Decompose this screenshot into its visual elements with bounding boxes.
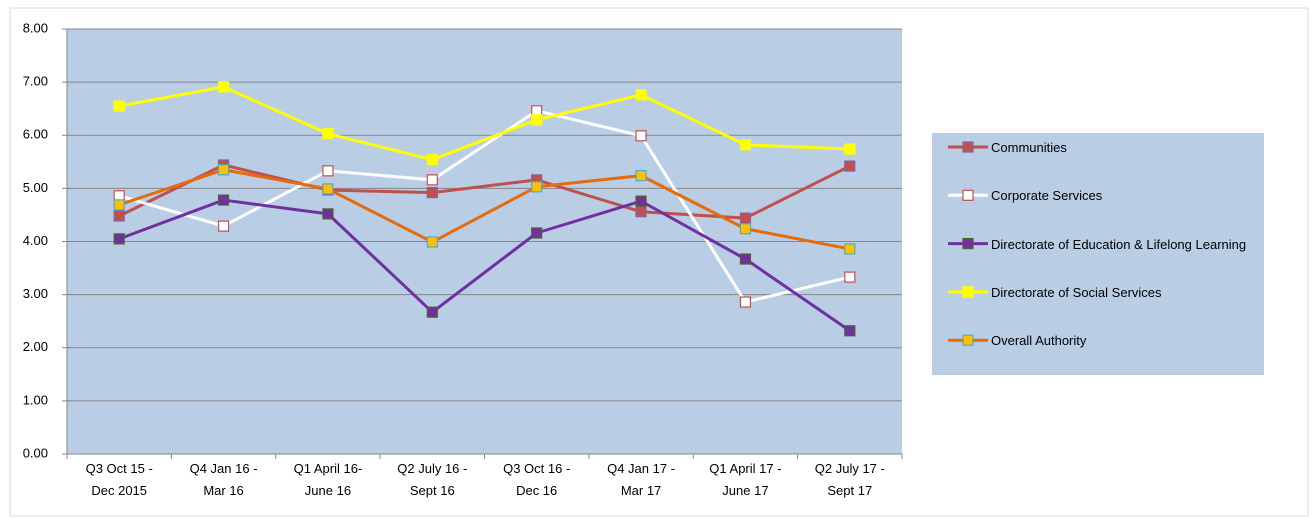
chart-border — [9, 7, 1309, 517]
legend-label: Corporate Services — [991, 188, 1103, 204]
y-tick-label: 6.00 — [23, 127, 48, 142]
legend-box — [932, 133, 1264, 375]
data-point — [844, 271, 856, 283]
data-point — [739, 139, 752, 151]
legend-label: Communities — [991, 140, 1067, 155]
y-tick-label: 8.00 — [23, 20, 48, 35]
data-point — [217, 164, 230, 176]
data-point — [739, 212, 752, 224]
series-line — [118, 109, 851, 304]
y-tick-label: 7.00 — [23, 74, 48, 89]
data-point — [426, 306, 438, 318]
data-point — [426, 236, 438, 248]
data-point — [844, 325, 856, 337]
x-tick-label: Q1 April 16- June 16 — [293, 461, 363, 498]
data-point — [844, 160, 856, 172]
data-point — [635, 170, 647, 182]
data-point — [739, 223, 752, 235]
data-point — [635, 130, 647, 142]
legend-marker — [962, 286, 974, 298]
series-line — [118, 85, 850, 162]
data-point — [322, 208, 334, 220]
x-tick-label: Q2 July 17 - Sept 17 — [814, 461, 885, 498]
data-point — [844, 243, 856, 255]
data-point — [426, 187, 438, 199]
series-line — [118, 163, 851, 220]
data-point — [531, 181, 543, 193]
legend-marker — [962, 334, 974, 346]
x-tick-label: Q3 Oct 16 - Dec 16 — [503, 461, 571, 498]
y-tick-label: 1.00 — [23, 392, 48, 407]
legend-label: Directorate of Social Services — [991, 284, 1162, 300]
data-point — [739, 253, 752, 265]
data-point — [739, 296, 752, 308]
y-tick-label: 5.00 — [23, 180, 48, 195]
x-tick-label: Q4 Jan 16 - Mar 16 — [189, 461, 258, 498]
series-line — [118, 198, 851, 332]
x-tick-label: Q2 July 16 - Sept 16 — [397, 461, 468, 498]
series-line — [118, 168, 851, 251]
x-tick-label: Q1 April 17 - June 17 — [709, 461, 782, 498]
data-point — [844, 143, 856, 155]
data-point — [635, 206, 647, 218]
data-point — [113, 233, 125, 245]
data-point — [531, 114, 543, 126]
y-tick-label: 4.00 — [23, 233, 48, 248]
y-tick-label: 0.00 — [23, 445, 48, 460]
data-point — [217, 220, 230, 232]
legend-marker — [962, 141, 974, 153]
data-point — [113, 210, 125, 222]
data-point — [113, 100, 125, 112]
legend-label: Overall Authority — [991, 333, 1087, 349]
data-point — [217, 194, 230, 206]
data-point — [635, 195, 647, 207]
y-tick-label: 2.00 — [23, 339, 48, 354]
legend-marker — [962, 238, 974, 250]
data-point — [217, 81, 230, 93]
legend-marker — [962, 189, 974, 201]
x-tick-label: Q3 Oct 15 - Dec 2015 — [85, 461, 153, 498]
data-point — [426, 154, 438, 166]
data-point — [322, 183, 334, 195]
data-point — [322, 165, 334, 177]
legend-label: Directorate of Education & Lifelong Lear… — [991, 236, 1247, 252]
x-tick-label: Q4 Jan 17 - Mar 17 — [607, 461, 676, 498]
y-tick-label: 3.00 — [23, 286, 48, 301]
data-point — [322, 128, 334, 140]
data-point — [635, 89, 647, 101]
data-point — [113, 199, 125, 211]
data-point — [531, 227, 543, 239]
data-point — [426, 174, 438, 186]
